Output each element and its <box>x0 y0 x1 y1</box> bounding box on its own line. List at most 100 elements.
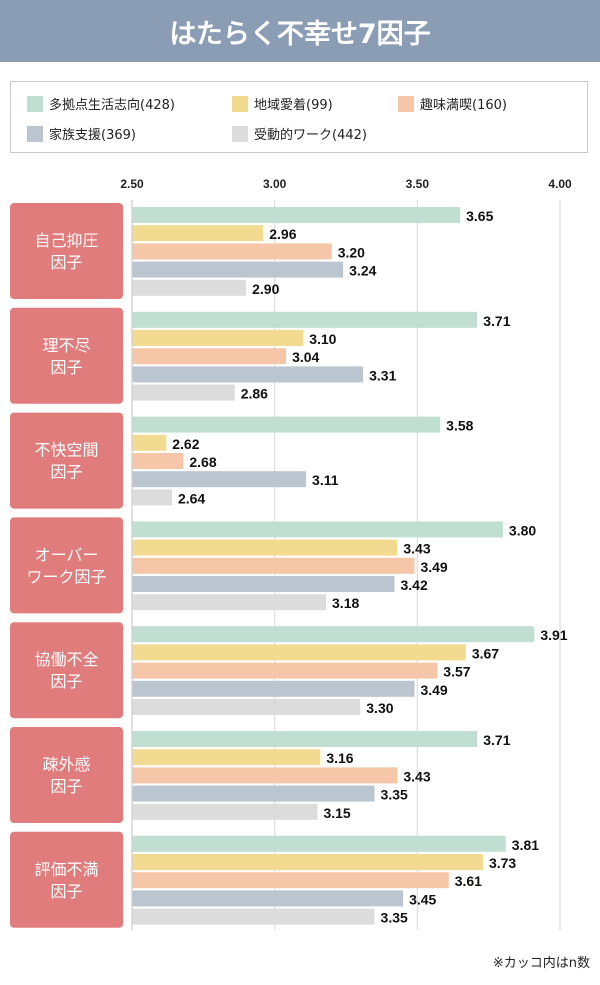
x-tick-label: 3.00 <box>263 177 287 191</box>
category-box <box>10 622 123 719</box>
bar <box>132 489 172 506</box>
bar <box>132 854 483 870</box>
category-label: 協働不全 <box>34 651 98 669</box>
data-label: 3.30 <box>366 700 393 716</box>
bar <box>132 731 478 747</box>
category-label: 理不尽 <box>42 337 90 355</box>
bar <box>132 243 332 260</box>
legend-swatch <box>27 95 43 112</box>
data-label: 3.81 <box>512 837 539 853</box>
category-label: 因子 <box>50 464 82 482</box>
data-label: 3.35 <box>381 787 408 803</box>
legend-item: 趣味満喫(160) <box>398 94 507 113</box>
data-label: 3.80 <box>509 522 536 538</box>
data-label: 3.11 <box>312 472 339 488</box>
bar <box>132 680 415 697</box>
data-label: 3.49 <box>420 682 447 698</box>
data-label: 2.68 <box>189 454 216 470</box>
data-label: 3.04 <box>292 349 319 365</box>
legend-swatch <box>27 125 43 142</box>
legend-swatch <box>232 125 248 142</box>
chart-title-bar: はたらく不幸せ7因子 <box>0 0 600 62</box>
data-label: 3.49 <box>420 559 447 575</box>
legend-item: 多拠点生活志向(428) <box>27 94 175 113</box>
bar <box>132 279 247 296</box>
category-box <box>10 412 123 509</box>
bar <box>132 416 441 433</box>
bar <box>132 835 506 852</box>
data-label: 3.57 <box>443 664 470 680</box>
legend-label: 地域愛着(99) <box>254 98 333 113</box>
data-label: 3.18 <box>332 595 359 611</box>
bar <box>132 366 364 383</box>
data-label: 2.62 <box>172 436 199 452</box>
category-box <box>10 517 123 614</box>
bar <box>132 662 438 679</box>
category-label: 不快空間 <box>34 442 98 460</box>
bar <box>132 576 395 592</box>
bar <box>132 384 235 401</box>
bar <box>132 767 398 784</box>
bar <box>132 872 449 889</box>
x-tick-label: 3.50 <box>406 177 430 191</box>
data-label: 3.42 <box>401 577 428 593</box>
data-label: 3.43 <box>403 541 430 557</box>
legend-item: 地域愛着(99) <box>232 94 333 113</box>
category-label: 自己抑圧 <box>34 232 98 250</box>
data-label: 3.61 <box>455 873 482 889</box>
category-label: 因子 <box>50 778 82 796</box>
data-label: 3.67 <box>472 645 499 661</box>
legend-label: 趣味満喫(160) <box>420 98 507 113</box>
bar <box>132 594 327 611</box>
legend-item: 家族支援(369) <box>27 124 136 143</box>
bar <box>132 207 461 223</box>
data-label: 3.45 <box>409 891 436 907</box>
category-label: 因子 <box>50 883 82 901</box>
category-box <box>10 727 123 823</box>
category-box <box>10 831 123 928</box>
bar <box>132 749 321 766</box>
data-label: 2.64 <box>178 490 205 506</box>
category-label: ワーク因子 <box>26 568 106 586</box>
bar <box>132 803 318 820</box>
bar <box>132 626 535 643</box>
x-tick-label: 4.00 <box>548 177 572 191</box>
data-label: 3.31 <box>369 367 396 383</box>
bar <box>132 471 307 488</box>
category-label: 評価不満 <box>34 861 98 879</box>
bar <box>132 890 404 907</box>
data-label: 2.86 <box>241 386 268 402</box>
legend-item: 受動的ワーク(442) <box>232 124 367 143</box>
category-label: 因子 <box>50 673 82 691</box>
bar <box>132 311 478 328</box>
data-label: 3.73 <box>489 855 516 871</box>
category-box <box>10 203 123 299</box>
bar <box>132 225 264 242</box>
legend-swatch <box>232 95 248 112</box>
bar <box>132 908 375 925</box>
legend-swatch <box>398 95 414 112</box>
category-label: 疎外感 <box>42 756 90 774</box>
category-label: 因子 <box>50 254 82 272</box>
chart-title: はたらく不幸せ7因子 <box>169 18 431 50</box>
bar <box>132 644 466 661</box>
category-label: オーバー <box>35 547 99 564</box>
data-label: 3.20 <box>338 244 365 260</box>
bar <box>132 539 398 556</box>
bar <box>132 434 167 451</box>
bar <box>132 330 304 346</box>
bar <box>132 557 415 574</box>
data-label: 2.90 <box>252 281 279 297</box>
category-label: 因子 <box>50 359 82 377</box>
x-tick-label: 2.50 <box>120 177 144 191</box>
data-label: 3.24 <box>349 263 376 279</box>
data-label: 3.35 <box>381 910 408 926</box>
legend-label: 受動的ワーク(442) <box>254 128 367 143</box>
bar <box>132 453 184 469</box>
bar <box>132 261 344 278</box>
data-label: 3.15 <box>323 805 350 821</box>
category-box <box>10 307 123 404</box>
bar <box>132 785 375 802</box>
footnote: ※カッコ内はn数 <box>492 956 590 971</box>
